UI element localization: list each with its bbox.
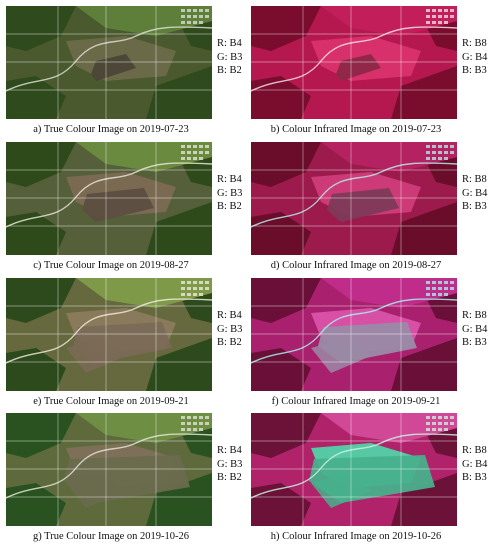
panel-e: R: B4 G: B3 B: B2 e) True Colour Image o… xyxy=(0,278,246,416)
caption-g: g) True Colour Image on 2019-10-26 xyxy=(32,531,190,542)
band-legend-d: R: B8 G: B4 B: B3 xyxy=(462,173,487,214)
caption-c: c) True Colour Image on 2019-08-27 xyxy=(33,260,189,271)
panel-d: R: B8 G: B4 B: B3 d) Colour Infrared Ima… xyxy=(245,142,491,280)
band-b: B: B3 xyxy=(462,472,487,483)
panel-f: R: B8 G: B4 B: B3 f) Colour Infrared Ima… xyxy=(245,278,491,416)
band-legend-c: R: B4 G: B3 B: B2 xyxy=(217,173,242,214)
band-b: B: B2 xyxy=(217,201,242,212)
caption-e: e) True Colour Image on 2019-09-21 xyxy=(33,396,189,407)
band-g: G: B3 xyxy=(217,323,243,335)
band-r: R: B8 xyxy=(462,310,487,321)
band-b: B: B3 xyxy=(462,337,487,348)
panel-g: R: B4 G: B3 B: B2 g) True Colour Image o… xyxy=(0,413,246,551)
band-r: R: B8 xyxy=(462,174,487,185)
band-g: G: B4 xyxy=(462,458,488,470)
band-b: B: B2 xyxy=(217,337,242,348)
panel-c: R: B4 G: B3 B: B2 c) True Colour Image o… xyxy=(0,142,246,280)
band-g: G: B4 xyxy=(462,323,488,335)
caption-b: b) Colour Infrared Image on 2019-07-23 xyxy=(270,124,442,135)
band-legend-g: R: B4 G: B3 B: B2 xyxy=(217,444,242,485)
band-b: B: B3 xyxy=(462,65,487,76)
satellite-image-c xyxy=(6,142,212,255)
panel-h: R: B8 G: B4 B: B3 h) Colour Infrared Ima… xyxy=(245,413,491,551)
band-r: R: B4 xyxy=(217,174,242,185)
satellite-image-a xyxy=(6,6,212,119)
band-g: G: B3 xyxy=(217,458,243,470)
band-g: G: B4 xyxy=(462,187,488,199)
band-legend-f: R: B8 G: B4 B: B3 xyxy=(462,309,487,350)
satellite-image-d xyxy=(251,142,457,255)
band-r: R: B4 xyxy=(217,38,242,49)
band-r: R: B4 xyxy=(217,310,242,321)
band-g: G: B3 xyxy=(217,187,243,199)
band-legend-e: R: B4 G: B3 B: B2 xyxy=(217,309,242,350)
band-legend-a: R: B4 G: B3 B: B2 xyxy=(217,37,242,78)
caption-d: d) Colour Infrared Image on 2019-08-27 xyxy=(270,260,442,271)
caption-f: f) Colour Infrared Image on 2019-09-21 xyxy=(271,396,441,407)
band-b: B: B3 xyxy=(462,201,487,212)
band-g: G: B4 xyxy=(462,51,488,63)
band-r: R: B8 xyxy=(462,445,487,456)
band-g: G: B3 xyxy=(217,51,243,63)
panel-a: R: B4 G: B3 B: B2 a) True Colour Image o… xyxy=(0,6,246,144)
band-legend-h: R: B8 G: B4 B: B3 xyxy=(462,444,487,485)
caption-h: h) Colour Infrared Image on 2019-10-26 xyxy=(270,531,442,542)
band-r: R: B4 xyxy=(217,445,242,456)
panel-b: R: B8 G: B4 B: B3 b) Colour Infrared Ima… xyxy=(245,6,491,144)
satellite-image-h xyxy=(251,413,457,526)
satellite-image-e xyxy=(6,278,212,391)
satellite-image-f xyxy=(251,278,457,391)
band-b: B: B2 xyxy=(217,65,242,76)
satellite-image-g xyxy=(6,413,212,526)
satellite-image-b xyxy=(251,6,457,119)
band-r: R: B8 xyxy=(462,38,487,49)
band-legend-b: R: B8 G: B4 B: B3 xyxy=(462,37,487,78)
band-b: B: B2 xyxy=(217,472,242,483)
caption-a: a) True Colour Image on 2019-07-23 xyxy=(33,124,189,135)
